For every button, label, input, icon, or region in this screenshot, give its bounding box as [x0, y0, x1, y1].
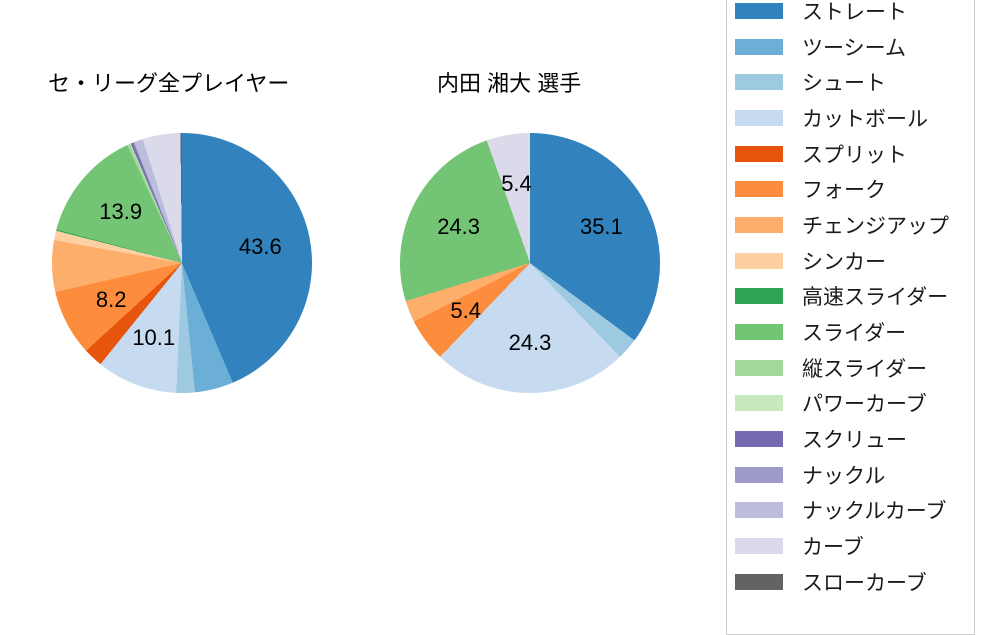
chart-title-player: 内田 湘大 選手 — [437, 71, 582, 96]
legend-color-swatch — [735, 466, 783, 483]
legend-item: スプリット — [727, 136, 974, 172]
legend-color-swatch — [735, 2, 783, 19]
chart-title-league: セ・リーグ全プレイヤー — [48, 71, 290, 96]
legend-color-swatch — [735, 109, 783, 126]
legend-item: チェンジアップ — [727, 207, 974, 243]
legend-item: 縦スライダー — [727, 350, 974, 386]
legend-color-swatch — [735, 38, 783, 55]
legend-color-swatch — [735, 181, 783, 198]
legend-color-swatch — [735, 359, 783, 376]
legend-color-swatch — [735, 216, 783, 233]
legend-item-label: ストレート — [802, 0, 907, 24]
legend-color-swatch — [735, 538, 783, 555]
legend-item: 高速スライダー — [727, 279, 974, 315]
legend-item-label: ツーシーム — [802, 36, 906, 60]
legend-item: シュート — [727, 64, 974, 100]
legend-color-swatch — [735, 74, 783, 91]
legend-item-label: 縦スライダー — [802, 357, 928, 381]
legend-item: ナックルカーブ — [727, 493, 974, 529]
legend-item-label: シュート — [802, 72, 886, 96]
legend-item: ナックル — [727, 457, 974, 493]
legend-item: シンカー — [727, 243, 974, 279]
legend-item-label: ナックルカーブ — [802, 500, 947, 524]
legend-item: カーブ — [727, 528, 974, 564]
slice-value-label: 24.3 — [437, 214, 481, 239]
legend-item-label: カットボール — [802, 107, 928, 131]
slice-value-label: 5.4 — [450, 297, 482, 323]
legend-item-label: カーブ — [802, 536, 864, 560]
legend-color-swatch — [735, 395, 783, 412]
legend-item: スクリュー — [727, 421, 974, 457]
legend-color-swatch — [735, 288, 783, 305]
legend-item-label: チェンジアップ — [802, 214, 949, 238]
legend-item-label: フォーク — [802, 179, 886, 203]
slice-value-label: 5.4 — [501, 171, 532, 197]
legend-item: パワーカーブ — [727, 386, 974, 422]
legend-item-label: スプリット — [802, 143, 907, 167]
slice-value-label: 8.2 — [95, 287, 127, 313]
legend-item-label: スクリュー — [802, 429, 907, 453]
legend-color-swatch — [735, 145, 783, 162]
slice-value-label: 24.3 — [508, 329, 552, 355]
legend-color-swatch — [735, 324, 783, 341]
legend-item-label: パワーカーブ — [802, 393, 927, 417]
legend-item: スライダー — [727, 314, 974, 350]
legend-color-swatch — [735, 431, 783, 448]
legend-item-label: スローカーブ — [802, 571, 927, 595]
slice-value-label: 13.9 — [99, 198, 143, 224]
legend-item-label: ナックル — [802, 464, 886, 488]
slice-value-label: 43.6 — [238, 234, 282, 260]
legend-item: カットボール — [727, 100, 974, 136]
pitch-type-legend: ストレートツーシームシュートカットボール スプリットフォークチェンジアップ シンカー… — [726, 0, 975, 635]
legend-item: ツーシーム — [727, 29, 974, 65]
legend-color-swatch — [735, 252, 783, 269]
legend-item-label: 高速スライダー — [802, 286, 949, 310]
pie-chart-player — [400, 133, 660, 393]
legend-color-swatch — [735, 573, 783, 590]
legend-item-label: スライダー — [802, 322, 907, 346]
legend-item: フォーク — [727, 171, 974, 207]
legend-item: ストレート — [727, 0, 974, 29]
slice-value-label: 35.1 — [579, 214, 623, 239]
legend-item: スローカーブ — [727, 564, 974, 600]
slice-value-label: 10.1 — [132, 324, 176, 350]
pie-chart-league — [52, 133, 312, 393]
legend-color-swatch — [735, 502, 783, 519]
legend-item-label: シンカー — [802, 250, 886, 274]
